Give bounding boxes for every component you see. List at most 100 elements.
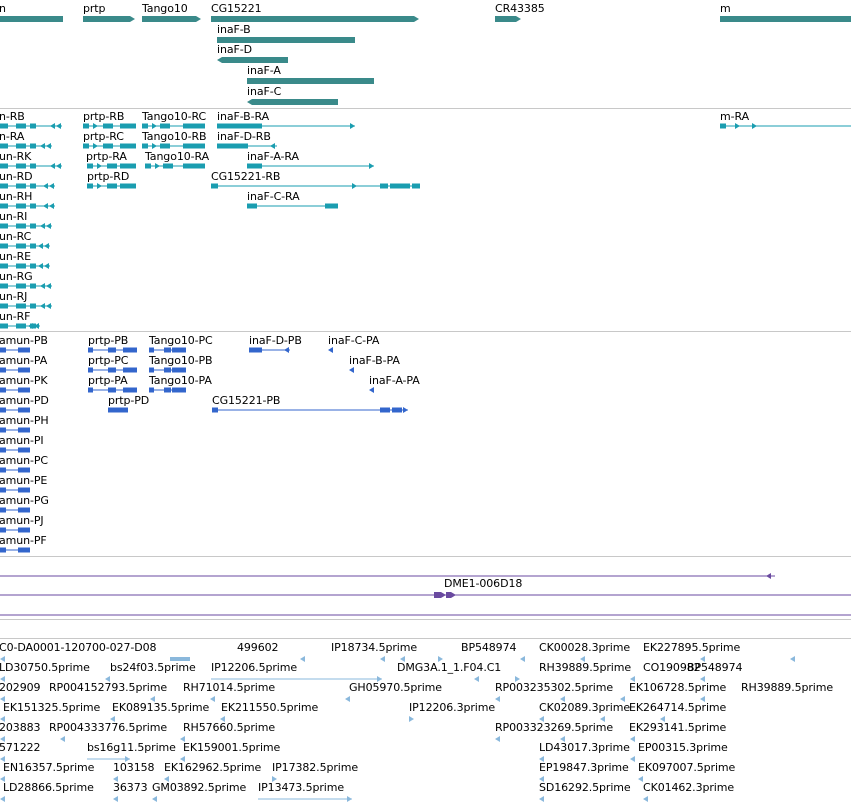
gene-label[interactable]: prtp [83, 2, 106, 15]
transcript-model-exon[interactable] [145, 163, 151, 169]
est-label[interactable]: EP19847.3prime [539, 761, 629, 774]
transcript-model-exon-arrow[interactable] [369, 163, 374, 169]
transcript-model-exon[interactable] [0, 263, 8, 269]
protein-model-exon[interactable] [18, 447, 30, 453]
est-arrow[interactable] [0, 676, 5, 682]
protein-model-exon[interactable] [149, 387, 154, 393]
est-arrow[interactable] [580, 656, 585, 662]
transcript-model-exon-arrow[interactable] [752, 123, 757, 129]
protein-model-exon-arrow[interactable] [349, 367, 354, 373]
gene-bar[interactable] [142, 16, 201, 22]
transcript-model-exon-arrow[interactable] [56, 163, 61, 169]
est-arrow[interactable] [110, 716, 115, 722]
transcript-model-exon[interactable] [0, 303, 8, 309]
transcript-model-exon[interactable] [0, 163, 8, 169]
est-arrow[interactable] [60, 736, 65, 742]
transcript-label[interactable]: prtp-RA [86, 150, 127, 163]
protein-label[interactable]: amun-PG [0, 494, 49, 507]
transcript-label[interactable]: prtp-RB [83, 110, 125, 123]
protein-model-exon[interactable] [18, 427, 30, 433]
gene-bar[interactable] [217, 57, 288, 63]
protein-label[interactable]: inaF-D-PB [249, 334, 302, 347]
est-arrow[interactable] [380, 656, 385, 662]
est-arrow[interactable] [700, 656, 705, 662]
est-label[interactable]: EK227895.5prime [643, 641, 741, 654]
protein-label[interactable]: prtp-PD [108, 394, 150, 407]
transcript-model-exon-arrow[interactable] [38, 263, 43, 269]
est-block[interactable] [170, 657, 190, 661]
gene-label[interactable]: inaF-A [247, 64, 281, 77]
gene-bar[interactable] [495, 16, 521, 22]
est-label[interactable]: IP17382.5prime [272, 761, 359, 774]
transcript-label[interactable]: prtp-RD [87, 170, 130, 183]
est-arrow[interactable] [620, 696, 625, 702]
protein-model-exon[interactable] [18, 367, 30, 373]
protein-model-exon[interactable] [18, 507, 30, 513]
est-arrow[interactable] [520, 656, 525, 662]
est-label[interactable]: EK162962.5prime [164, 761, 262, 774]
est-arrow[interactable] [105, 676, 110, 682]
transcript-model-exon[interactable] [16, 163, 26, 169]
est-label[interactable]: RH57660.5prime [183, 721, 276, 734]
transcript-model-exon-arrow[interactable] [97, 183, 102, 189]
est-label[interactable]: IP12206.3prime [409, 701, 496, 714]
protein-model-exon[interactable] [0, 407, 6, 413]
est-label[interactable]: EK293141.5prime [629, 721, 727, 734]
transcript-model-exon-arrow[interactable] [46, 303, 51, 309]
est-label[interactable]: CK02089.3prime [539, 701, 631, 714]
transcript-model-exon[interactable] [0, 223, 8, 229]
transcript-model-exon[interactable] [30, 223, 36, 229]
est-label[interactable]: LD43017.3prime [539, 741, 630, 754]
clone-block[interactable] [446, 592, 456, 598]
protein-model-exon[interactable] [123, 367, 137, 373]
transcript-model-exon[interactable] [16, 243, 26, 249]
gene-label[interactable]: inaF-B [217, 23, 251, 36]
est-arrow[interactable] [180, 736, 185, 742]
transcript-model-exon-arrow[interactable] [352, 183, 357, 189]
transcript-model-exon[interactable] [103, 143, 113, 149]
gene-label[interactable]: inaF-D [217, 43, 252, 56]
transcript-model-exon[interactable] [325, 203, 338, 209]
est-label[interactable]: C0-DA0001-120700-027-D08 [0, 641, 157, 654]
transcript-model-exon[interactable] [30, 163, 36, 169]
transcript-model-exon[interactable] [390, 183, 410, 189]
est-arrow[interactable] [630, 676, 635, 682]
protein-label[interactable]: inaF-C-PA [328, 334, 380, 347]
est-arrow[interactable] [539, 776, 544, 782]
transcript-model-exon-arrow[interactable] [40, 283, 45, 289]
transcript-model-exon-arrow[interactable] [270, 143, 275, 149]
transcript-label[interactable]: Tango10-RC [142, 110, 207, 123]
transcript-model-exon-arrow[interactable] [44, 243, 49, 249]
protein-model-exon[interactable] [164, 367, 171, 373]
est-arrow[interactable] [700, 696, 705, 702]
transcript-model-exon-arrow[interactable] [40, 223, 45, 229]
est-label[interactable]: BP548974 [687, 661, 743, 674]
transcript-model-exon[interactable] [30, 143, 36, 149]
transcript-model-exon[interactable] [0, 143, 8, 149]
transcript-model-exon[interactable] [120, 163, 136, 169]
est-arrow[interactable] [539, 756, 544, 762]
protein-label[interactable]: amun-PA [0, 354, 48, 367]
protein-model-exon[interactable] [0, 347, 6, 353]
transcript-label[interactable]: un-RE [0, 250, 32, 263]
est-arrow[interactable] [0, 656, 5, 662]
protein-model-exon[interactable] [18, 467, 30, 473]
transcript-label[interactable]: inaF-C-RA [247, 190, 300, 203]
transcript-label[interactable]: Tango10-RB [142, 130, 207, 143]
transcript-model-exon[interactable] [0, 183, 8, 189]
est-label[interactable]: EN16357.5prime [3, 761, 95, 774]
est-arrow[interactable] [152, 796, 157, 802]
transcript-model-exon-arrow[interactable] [49, 183, 54, 189]
transcript-model-exon[interactable] [30, 243, 36, 249]
protein-model-exon[interactable] [18, 407, 30, 413]
transcript-model-exon[interactable] [16, 183, 26, 189]
transcript-model-exon[interactable] [30, 263, 36, 269]
est-arrow[interactable] [150, 696, 155, 702]
transcript-model-exon-arrow[interactable] [50, 123, 55, 129]
est-arrow[interactable] [643, 796, 648, 802]
est-label[interactable]: EK106728.5prime [629, 681, 727, 694]
protein-model-exon[interactable] [18, 387, 30, 393]
transcript-model-exon[interactable] [120, 143, 136, 149]
est-arrow[interactable] [630, 756, 635, 762]
transcript-label[interactable]: prtp-RC [83, 130, 124, 143]
